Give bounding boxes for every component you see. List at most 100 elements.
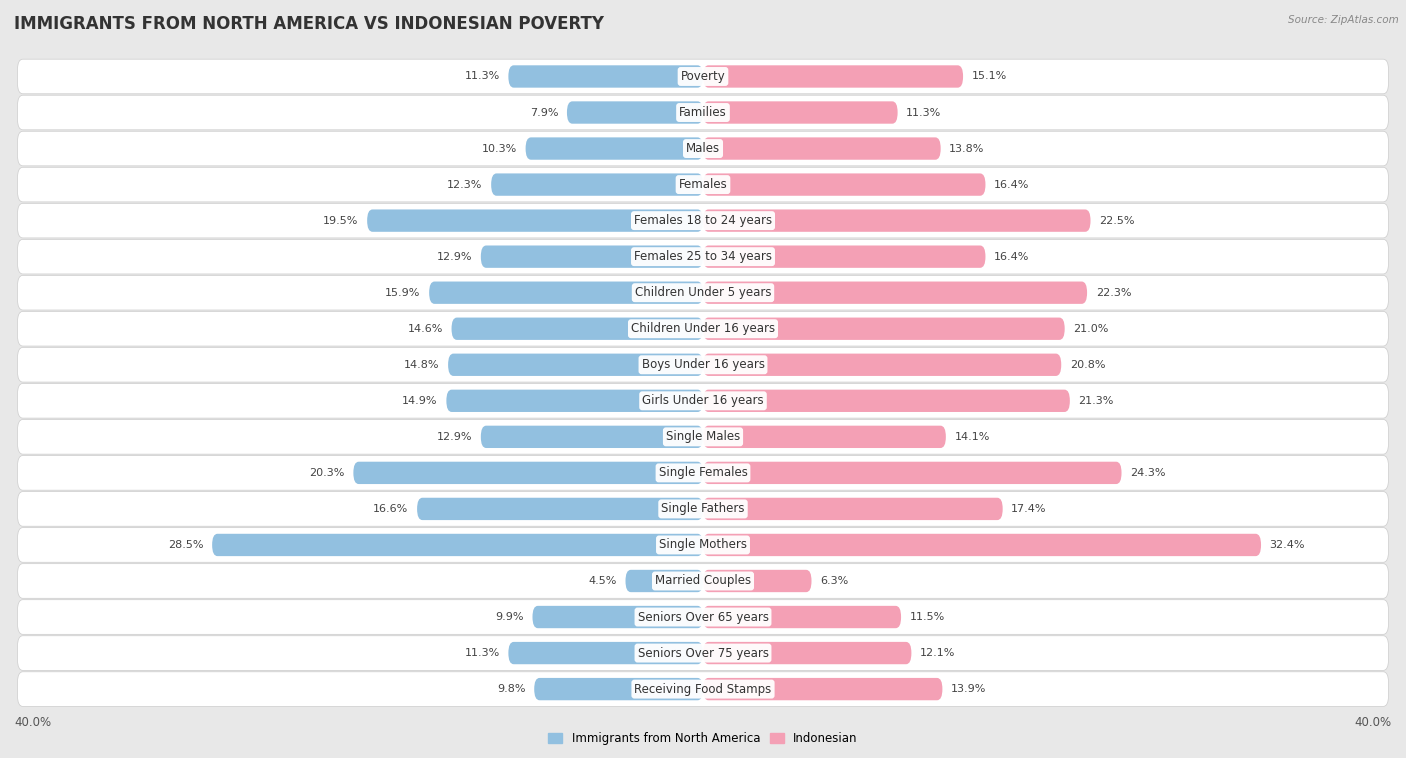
Text: 20.3%: 20.3%: [309, 468, 344, 478]
FancyBboxPatch shape: [17, 600, 1389, 634]
FancyBboxPatch shape: [17, 419, 1389, 454]
Text: 11.3%: 11.3%: [464, 648, 499, 658]
FancyBboxPatch shape: [17, 168, 1389, 202]
FancyBboxPatch shape: [703, 174, 986, 196]
Text: Single Mothers: Single Mothers: [659, 538, 747, 552]
FancyBboxPatch shape: [703, 678, 942, 700]
FancyBboxPatch shape: [703, 606, 901, 628]
Text: Females: Females: [679, 178, 727, 191]
Text: 16.4%: 16.4%: [994, 252, 1029, 262]
Text: 32.4%: 32.4%: [1270, 540, 1305, 550]
Text: Single Fathers: Single Fathers: [661, 503, 745, 515]
Text: 11.3%: 11.3%: [464, 71, 499, 81]
FancyBboxPatch shape: [17, 96, 1389, 130]
Text: 15.9%: 15.9%: [385, 288, 420, 298]
Text: 21.3%: 21.3%: [1078, 396, 1114, 406]
Text: 4.5%: 4.5%: [589, 576, 617, 586]
FancyBboxPatch shape: [451, 318, 703, 340]
FancyBboxPatch shape: [17, 456, 1389, 490]
FancyBboxPatch shape: [703, 426, 946, 448]
FancyBboxPatch shape: [449, 353, 703, 376]
Text: 22.3%: 22.3%: [1095, 288, 1132, 298]
FancyBboxPatch shape: [353, 462, 703, 484]
FancyBboxPatch shape: [17, 347, 1389, 382]
FancyBboxPatch shape: [17, 203, 1389, 238]
Text: Boys Under 16 years: Boys Under 16 years: [641, 359, 765, 371]
FancyBboxPatch shape: [703, 462, 1122, 484]
FancyBboxPatch shape: [534, 678, 703, 700]
FancyBboxPatch shape: [703, 137, 941, 160]
Text: 16.6%: 16.6%: [373, 504, 409, 514]
Text: Girls Under 16 years: Girls Under 16 years: [643, 394, 763, 407]
Text: Married Couples: Married Couples: [655, 575, 751, 587]
Text: 14.9%: 14.9%: [402, 396, 437, 406]
Text: 17.4%: 17.4%: [1011, 504, 1047, 514]
Text: 22.5%: 22.5%: [1099, 215, 1135, 226]
Text: 7.9%: 7.9%: [530, 108, 558, 117]
FancyBboxPatch shape: [703, 281, 1087, 304]
Text: 20.8%: 20.8%: [1070, 360, 1105, 370]
Text: 9.9%: 9.9%: [495, 612, 524, 622]
FancyBboxPatch shape: [509, 65, 703, 88]
FancyBboxPatch shape: [491, 174, 703, 196]
FancyBboxPatch shape: [533, 606, 703, 628]
FancyBboxPatch shape: [703, 318, 1064, 340]
Text: 10.3%: 10.3%: [482, 143, 517, 154]
Text: 40.0%: 40.0%: [14, 716, 51, 729]
Text: 13.8%: 13.8%: [949, 143, 984, 154]
FancyBboxPatch shape: [17, 384, 1389, 418]
FancyBboxPatch shape: [703, 498, 1002, 520]
Text: Males: Males: [686, 142, 720, 155]
FancyBboxPatch shape: [703, 570, 811, 592]
FancyBboxPatch shape: [703, 246, 986, 268]
Text: 12.9%: 12.9%: [437, 432, 472, 442]
Text: Children Under 16 years: Children Under 16 years: [631, 322, 775, 335]
Text: IMMIGRANTS FROM NORTH AMERICA VS INDONESIAN POVERTY: IMMIGRANTS FROM NORTH AMERICA VS INDONES…: [14, 15, 605, 33]
Text: 40.0%: 40.0%: [1355, 716, 1392, 729]
Text: 13.9%: 13.9%: [950, 684, 987, 694]
Text: 21.0%: 21.0%: [1073, 324, 1109, 334]
Text: Children Under 5 years: Children Under 5 years: [634, 287, 772, 299]
Text: Seniors Over 65 years: Seniors Over 65 years: [637, 610, 769, 624]
FancyBboxPatch shape: [17, 636, 1389, 670]
FancyBboxPatch shape: [481, 246, 703, 268]
Legend: Immigrants from North America, Indonesian: Immigrants from North America, Indonesia…: [544, 727, 862, 750]
FancyBboxPatch shape: [509, 642, 703, 664]
FancyBboxPatch shape: [418, 498, 703, 520]
Text: Single Males: Single Males: [666, 431, 740, 443]
FancyBboxPatch shape: [703, 642, 911, 664]
Text: Single Females: Single Females: [658, 466, 748, 479]
Text: Females 18 to 24 years: Females 18 to 24 years: [634, 214, 772, 227]
FancyBboxPatch shape: [481, 426, 703, 448]
Text: 28.5%: 28.5%: [169, 540, 204, 550]
FancyBboxPatch shape: [17, 672, 1389, 706]
FancyBboxPatch shape: [17, 275, 1389, 310]
FancyBboxPatch shape: [703, 534, 1261, 556]
FancyBboxPatch shape: [703, 390, 1070, 412]
FancyBboxPatch shape: [703, 353, 1062, 376]
FancyBboxPatch shape: [429, 281, 703, 304]
Text: Females 25 to 34 years: Females 25 to 34 years: [634, 250, 772, 263]
FancyBboxPatch shape: [17, 564, 1389, 598]
Text: Seniors Over 75 years: Seniors Over 75 years: [637, 647, 769, 659]
Text: 11.5%: 11.5%: [910, 612, 945, 622]
Text: 16.4%: 16.4%: [994, 180, 1029, 190]
Text: 24.3%: 24.3%: [1130, 468, 1166, 478]
FancyBboxPatch shape: [17, 312, 1389, 346]
Text: Poverty: Poverty: [681, 70, 725, 83]
FancyBboxPatch shape: [446, 390, 703, 412]
Text: 15.1%: 15.1%: [972, 71, 1007, 81]
Text: 14.8%: 14.8%: [404, 360, 440, 370]
Text: 9.8%: 9.8%: [498, 684, 526, 694]
Text: 12.1%: 12.1%: [920, 648, 956, 658]
FancyBboxPatch shape: [17, 59, 1389, 94]
Text: 12.3%: 12.3%: [447, 180, 482, 190]
FancyBboxPatch shape: [703, 102, 897, 124]
FancyBboxPatch shape: [367, 209, 703, 232]
FancyBboxPatch shape: [526, 137, 703, 160]
FancyBboxPatch shape: [703, 65, 963, 88]
Text: 14.6%: 14.6%: [408, 324, 443, 334]
FancyBboxPatch shape: [17, 240, 1389, 274]
Text: 12.9%: 12.9%: [437, 252, 472, 262]
Text: 14.1%: 14.1%: [955, 432, 990, 442]
